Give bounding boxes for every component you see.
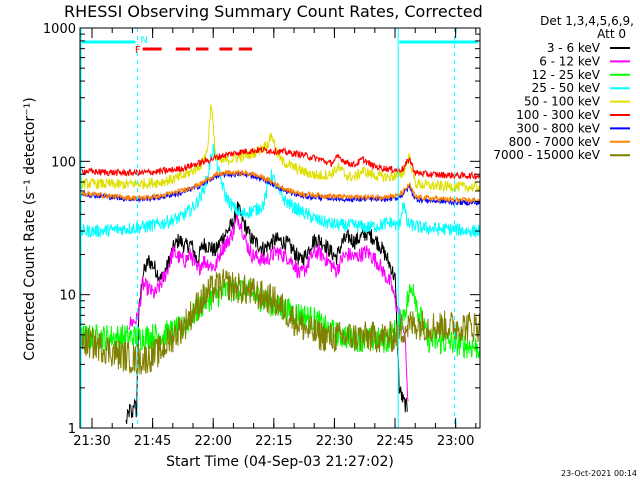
plot-frame (79, 27, 481, 429)
legend-header-detectors: Det 1,3,4,5,6,9, (540, 14, 634, 28)
legend-label-1: 6 - 12 keV (539, 54, 601, 68)
y-tick-label-0: 1 (68, 422, 76, 437)
legend-label-0: 3 - 6 keV (547, 41, 601, 55)
x-tick-label-4: 22:30 (316, 434, 353, 449)
y-axis-label: Corrected Count Rate (s⁻¹ detector⁻¹) (22, 97, 38, 360)
night-marker-label: N (140, 35, 147, 46)
flare-marker-label: F (135, 45, 141, 56)
data-layer: NF (80, 28, 480, 428)
y-tick-label-3: 1000 (43, 22, 76, 37)
chart-title: RHESSI Observing Summary Count Rates, Co… (64, 2, 483, 21)
x-tick-label-3: 22:15 (255, 434, 292, 449)
legend-label-3: 25 - 50 keV (532, 81, 601, 95)
series-line-3 (80, 142, 480, 238)
legend-label-5: 100 - 300 keV (516, 108, 600, 122)
x-tick-label-6: 23:00 (437, 434, 474, 449)
timestamp-label: 23-Oct-2021 00:14 (561, 469, 637, 478)
x-tick-label-1: 21:45 (134, 434, 171, 449)
series-line-8 (80, 268, 480, 375)
y-tick-label-1: 10 (59, 289, 76, 304)
legend-header-attenuator: Att 0 (597, 27, 626, 41)
x-axis-label: Start Time (04-Sep-03 21:27:02) (166, 454, 394, 470)
axes-layer: 1 10 100 1000 21:30 21:45 22:00 22:15 22:30 22:45… (43, 22, 480, 449)
x-tick-label-0: 21:30 (73, 434, 110, 449)
clipped-data (80, 104, 480, 424)
legend-label-7: 800 - 7000 keV (509, 135, 601, 149)
series-line-7 (80, 169, 480, 204)
x-tick-label-5: 22:45 (376, 434, 413, 449)
series-line-1 (128, 213, 409, 402)
legend-label-6: 300 - 800 keV (516, 121, 600, 135)
series-line-0 (125, 201, 408, 424)
series-line-5 (80, 146, 480, 180)
x-tick-label-2: 22:00 (194, 434, 231, 449)
legend-label-4: 50 - 100 keV (524, 95, 601, 109)
legend-label-8: 7000 - 15000 keV (493, 148, 600, 162)
legend-label-2: 12 - 25 keV (532, 68, 601, 82)
y-tick-label-2: 100 (51, 155, 76, 170)
